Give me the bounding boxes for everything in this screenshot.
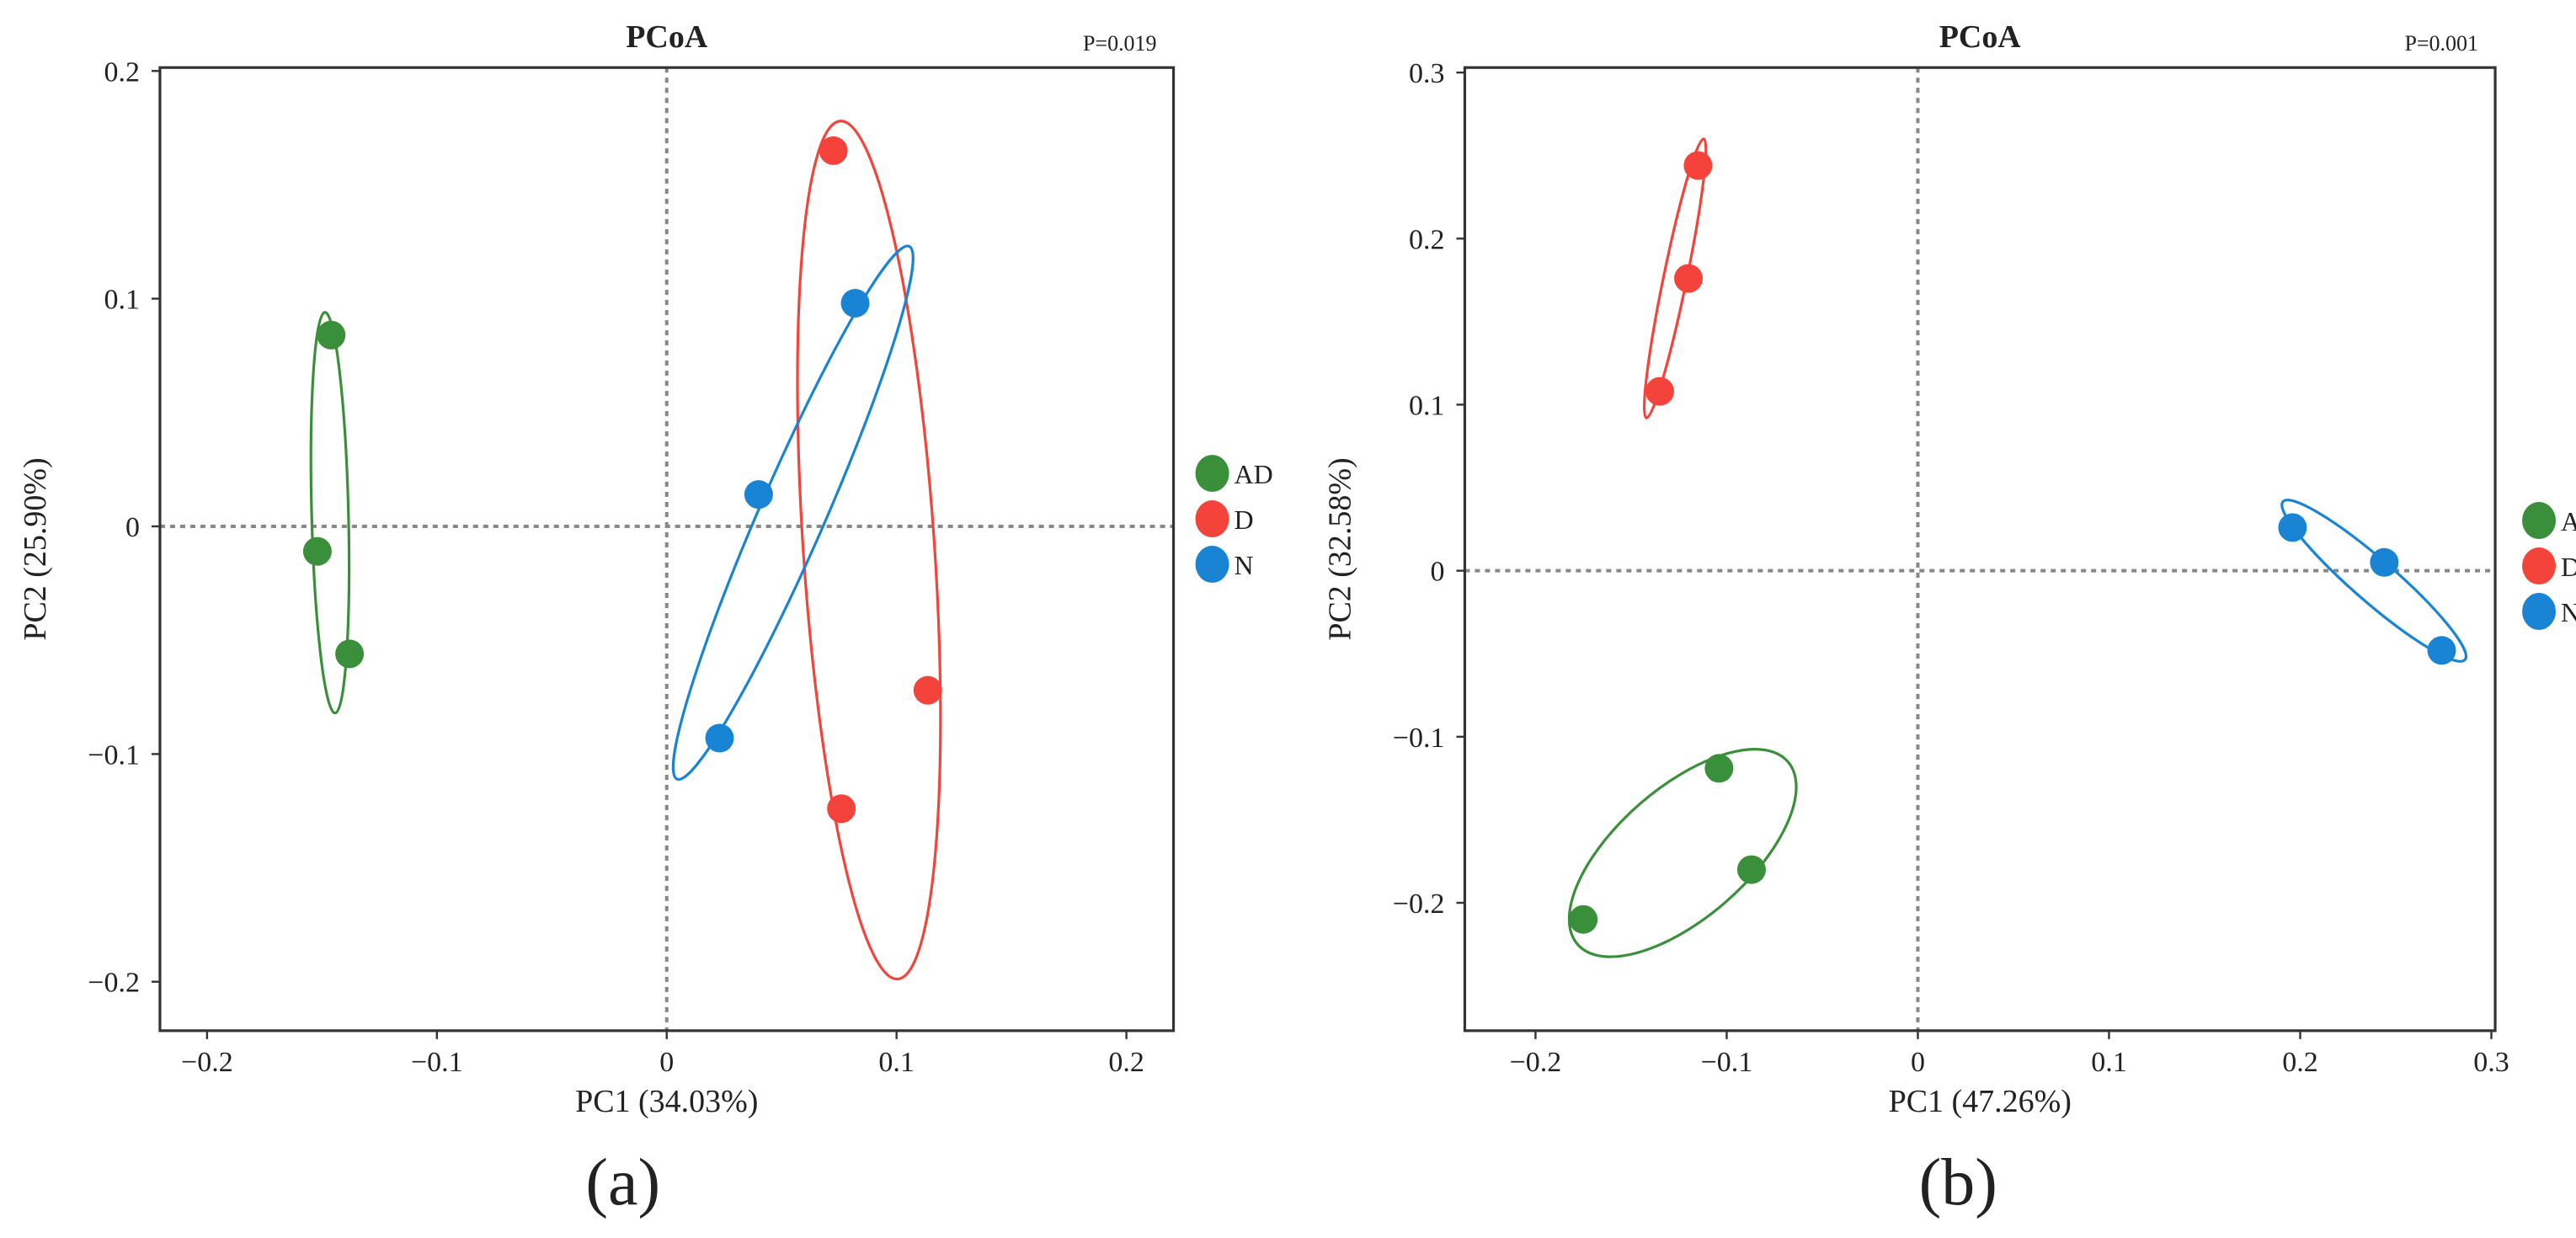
data-point-n — [2278, 513, 2307, 542]
y-axis-label: PC2 (25.90%) — [18, 457, 53, 640]
x-tick-label: 0.1 — [2091, 1047, 2126, 1078]
legend-marker-ad — [1195, 455, 1229, 493]
y-tick-label: −0.2 — [88, 968, 140, 999]
data-point-ad — [1736, 855, 1766, 884]
data-point-n — [840, 289, 870, 318]
x-axis-label: PC1 (34.03%) — [575, 1084, 758, 1119]
legend-marker-ad — [2522, 502, 2557, 540]
y-tick-label: 0 — [125, 512, 140, 543]
y-tick-label: 0.2 — [104, 56, 139, 88]
data-point-ad — [1569, 904, 1598, 934]
p-value: P=0.001 — [2404, 31, 2478, 56]
chart-title: PCoA — [1939, 19, 2022, 55]
chart-title: PCoA — [626, 19, 708, 55]
p-value: P=0.019 — [1083, 31, 1157, 56]
data-point-d — [1683, 151, 1713, 180]
y-tick-label: 0.3 — [1409, 58, 1444, 89]
legend-label-ad: AD — [2561, 507, 2576, 536]
x-tick-label: −0.1 — [411, 1047, 463, 1078]
y-tick-label: 0 — [1430, 557, 1444, 588]
y-tick-label: −0.1 — [1393, 723, 1445, 754]
confidence-ellipse-d — [796, 120, 942, 981]
legend-label-n: N — [1235, 551, 1254, 580]
legend-marker-n — [1195, 546, 1229, 584]
x-tick-label: −0.2 — [181, 1047, 233, 1078]
x-tick-label: 0.1 — [878, 1047, 914, 1078]
plot-frame — [1463, 66, 2497, 1033]
y-tick-label: 0.1 — [104, 285, 139, 316]
panel-label: (b) — [1919, 1145, 1997, 1219]
confidence-ellipse-ad — [309, 311, 351, 715]
data-point-d — [913, 675, 942, 705]
data-point-d — [827, 794, 856, 824]
x-tick-label: −0.2 — [1510, 1047, 1562, 1078]
panel-label: (a) — [585, 1145, 660, 1219]
y-tick-label: 0.2 — [1409, 224, 1444, 255]
panel-a: −0.2 −0.1 0 0.1 0.2 0.2 0.1 0 −0.1 −0.2 PCoA P=0.01… — [18, 19, 1273, 1219]
y-tick-label: −0.1 — [88, 739, 140, 771]
data-point-ad — [335, 639, 365, 669]
data-point-ad — [1704, 754, 1734, 783]
y-tick-label: −0.2 — [1393, 888, 1445, 920]
data-point-n — [2427, 636, 2456, 665]
data-point-ad — [317, 320, 346, 350]
legend-marker-d — [2522, 547, 2557, 585]
x-tick-label: 0.2 — [2282, 1047, 2317, 1078]
data-point-d — [819, 136, 848, 165]
confidence-ellipse-n — [671, 244, 915, 782]
x-tick-label: 0 — [659, 1047, 674, 1078]
x-tick-label: 0 — [1911, 1047, 1925, 1078]
legend-marker-n — [2522, 593, 2557, 630]
x-tick-label: 0.2 — [1108, 1047, 1144, 1078]
panel-b: −0.2 −0.1 0 0.1 0.2 0.3 0.3 0.2 0.1 0 −0.1 −0.2 PCoA… — [1322, 19, 2576, 1219]
data-point-n — [705, 723, 734, 753]
legend-label-ad: AD — [1235, 460, 1273, 489]
confidence-ellipse-ad — [1567, 748, 1798, 958]
x-tick-label: 0.3 — [2473, 1047, 2509, 1078]
y-tick-label: 0.1 — [1409, 390, 1444, 421]
x-tick-label: −0.1 — [1701, 1047, 1753, 1078]
legend-label-d: D — [2561, 552, 2576, 582]
legend-label-n: N — [2561, 598, 2576, 627]
data-point-d — [1645, 376, 1674, 406]
data-point-n — [2370, 547, 2399, 577]
y-axis-label: PC2 (32.58%) — [1322, 457, 1357, 640]
x-axis-label: PC1 (47.26%) — [1889, 1084, 2072, 1119]
data-point-d — [1674, 264, 1704, 293]
legend-label-d: D — [1235, 505, 1254, 535]
data-point-ad — [302, 536, 332, 566]
data-point-n — [744, 480, 773, 510]
legend-marker-d — [1195, 500, 1229, 538]
